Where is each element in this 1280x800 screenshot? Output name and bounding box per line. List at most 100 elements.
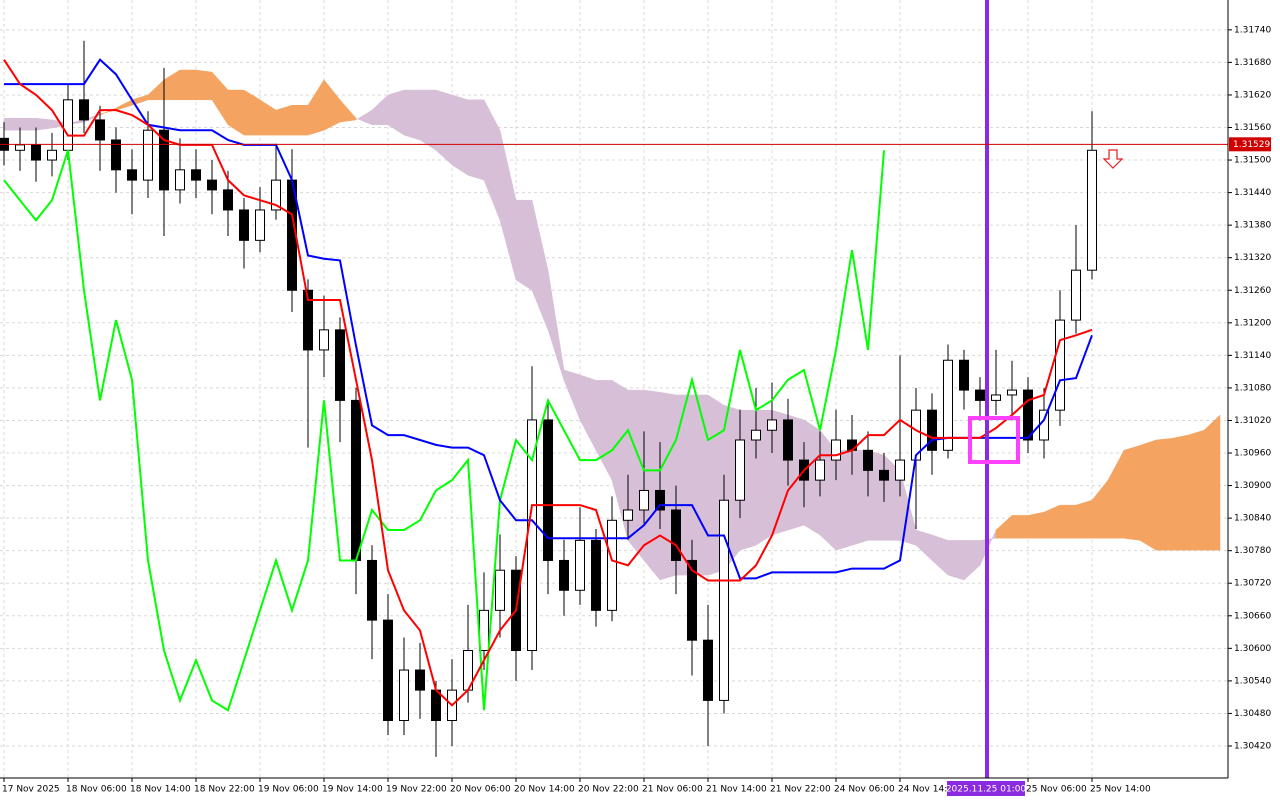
- x-tick-label: 25 Nov 14:00: [1090, 785, 1151, 795]
- x-tick-label: 20 Nov 14:00: [514, 785, 575, 795]
- y-tick-label: 1.31200: [1234, 318, 1271, 328]
- y-tick-label: 1.31500: [1234, 156, 1271, 166]
- candle-body: [399, 669, 409, 721]
- candle-body: [703, 639, 713, 701]
- candle-body: [527, 419, 537, 652]
- cloud-segment: [1027, 511, 1045, 539]
- candle-body: [1007, 389, 1017, 396]
- candle-body: [927, 409, 937, 451]
- cloud-segment: [515, 199, 533, 291]
- candle-body: [415, 669, 425, 691]
- candle-body: [639, 489, 649, 511]
- y-tick-label: 1.31020: [1234, 416, 1271, 426]
- candle-body: [31, 144, 41, 161]
- y-tick-label: 1.31380: [1234, 221, 1271, 231]
- overlay-layer: 1.31529: [0, 137, 1271, 152]
- candle-body: [751, 429, 761, 441]
- candle-body: [95, 119, 105, 141]
- x-tick-label: 18 Nov 06:00: [66, 785, 127, 795]
- cloud-segment: [1011, 515, 1029, 539]
- candle-body: [959, 359, 969, 391]
- candle-body: [383, 619, 393, 721]
- cloud-segment: [835, 450, 853, 551]
- candle-body: [543, 419, 553, 561]
- candle-body: [607, 519, 617, 611]
- cloud-segment: [1155, 438, 1173, 551]
- candle-body: [575, 539, 585, 591]
- x-tick-label: 19 Nov 22:00: [386, 785, 447, 795]
- cloud-segment: [275, 104, 293, 136]
- y-tick-label: 1.30600: [1234, 644, 1271, 654]
- cloud-segment: [179, 69, 197, 101]
- vline-label-box: [947, 781, 1025, 796]
- candle-body: [15, 144, 25, 151]
- cloud-segment: [19, 118, 37, 131]
- candle-body: [351, 399, 361, 561]
- candle-body: [47, 149, 57, 161]
- y-tick-label: 1.31440: [1234, 188, 1271, 198]
- y-tick-label: 1.31740: [1234, 25, 1271, 35]
- candle-body: [63, 99, 73, 151]
- x-tick-label: 20 Nov 06:00: [450, 785, 511, 795]
- candle-body: [735, 439, 745, 501]
- x-tick-label: 19 Nov 14:00: [322, 785, 383, 795]
- candle-body: [111, 139, 121, 171]
- y-tick-label: 1.30780: [1234, 546, 1271, 556]
- x-tick-label: 24 Nov 06:00: [834, 785, 895, 795]
- candle-body: [431, 689, 441, 721]
- cloud-segment: [195, 69, 213, 101]
- candle-body: [767, 419, 777, 431]
- y-tick-label: 1.31560: [1234, 123, 1271, 133]
- candle-body: [207, 179, 217, 191]
- cloud-segment: [1075, 499, 1093, 539]
- cloud-segment: [291, 105, 309, 136]
- y-tick-label: 1.30720: [1234, 579, 1271, 589]
- y-tick-label: 1.30420: [1234, 741, 1271, 751]
- candle-body: [815, 459, 825, 481]
- candle-body: [495, 569, 505, 611]
- x-tick-label: 24 Nov 14:00: [898, 785, 959, 795]
- x-tick-label: 18 Nov 22:00: [194, 785, 255, 795]
- candle-body: [671, 509, 681, 561]
- candle-body: [831, 439, 841, 461]
- y-tick-label: 1.31620: [1234, 90, 1271, 100]
- candle-body: [79, 99, 89, 121]
- y-tick-label: 1.30540: [1234, 676, 1271, 686]
- candle-body: [591, 539, 601, 611]
- candle-body: [191, 169, 201, 181]
- current-price-label: 1.31529: [1233, 140, 1270, 150]
- candle-body: [1087, 149, 1097, 271]
- candle-body: [239, 209, 249, 241]
- candle-body: [1023, 389, 1033, 441]
- cloud-segment: [451, 94, 469, 176]
- vline-label: 2025.11.25 01:00: [946, 785, 1027, 795]
- indicator-line: [3, 59, 1093, 707]
- cloud-segment: [627, 389, 645, 562]
- highlight-box: [968, 416, 1020, 464]
- candle-body: [1071, 269, 1081, 321]
- cloud-segment: [467, 99, 485, 181]
- candle-body: [159, 129, 169, 191]
- x-tick-label: 18 Nov 14:00: [130, 785, 191, 795]
- x-tick-label: 21 Nov 14:00: [706, 785, 767, 795]
- y-tick-label: 1.30660: [1234, 611, 1271, 621]
- y-tick-label: 1.31260: [1234, 286, 1271, 296]
- y-tick-label: 1.30960: [1234, 449, 1271, 459]
- candle-body: [991, 394, 1001, 401]
- candle-body: [127, 169, 137, 181]
- cloud-segment: [1059, 504, 1077, 539]
- cloud-segment: [643, 389, 661, 581]
- cloud-segment: [947, 540, 965, 581]
- x-tick-label: 17 Nov 2025: [2, 785, 60, 795]
- candle-layer: [0, 40, 1097, 757]
- x-tick-label: 20 Nov 22:00: [578, 785, 639, 795]
- candle-body: [143, 129, 153, 181]
- y-tick-label: 1.30840: [1234, 514, 1271, 524]
- candle-body: [879, 469, 889, 481]
- cloud-segment: [691, 394, 709, 576]
- candle-body: [655, 489, 665, 511]
- candle-body: [783, 419, 793, 461]
- y-tick-label: 1.30480: [1234, 709, 1271, 719]
- candle-body: [863, 449, 873, 471]
